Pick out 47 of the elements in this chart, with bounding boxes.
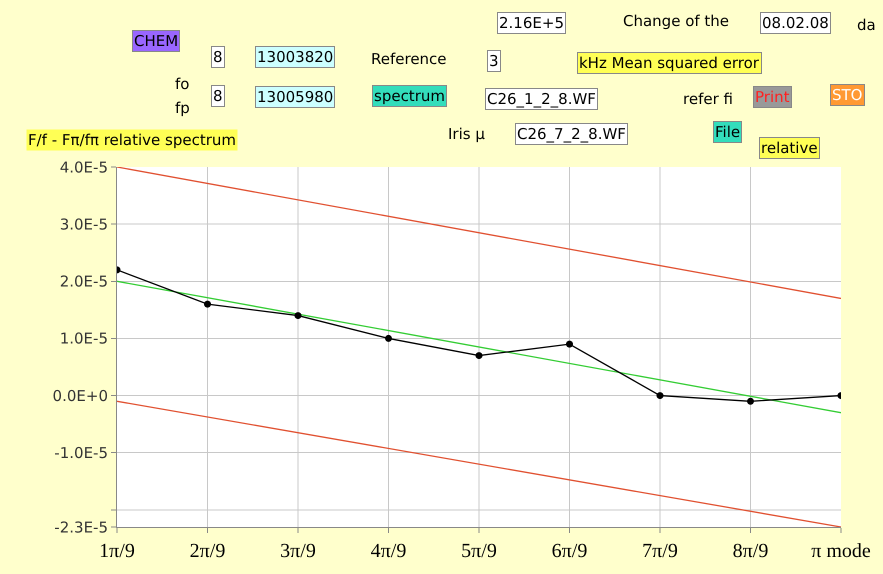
point: [385, 334, 392, 342]
x-tick-label: 1π/9: [99, 540, 135, 562]
text: fo: [175, 75, 190, 93]
text: 8: [213, 87, 223, 105]
x-tick-label: 5π/9: [461, 540, 497, 562]
y-tick-label: 3.0E-5: [60, 215, 108, 234]
y-tick-label: 0.0E+0: [52, 386, 108, 405]
text: relative: [761, 139, 818, 157]
text: spectrum: [374, 87, 445, 105]
x-tick-label: 6π/9: [552, 540, 588, 562]
point: [476, 352, 482, 360]
y-tick-label: 4.0E-5: [60, 158, 108, 176]
x-tick-label: 8π/9: [732, 540, 768, 562]
x-tick-label: 7π/9: [642, 540, 678, 562]
text: C26_7_2_8.WF: [517, 125, 626, 143]
text: Change of the: [623, 12, 730, 30]
y-tick-label: 2.0E-5: [60, 272, 108, 291]
x-tick-label: π mode: [811, 540, 871, 562]
point: [294, 312, 302, 320]
point: [747, 398, 754, 405]
point: [204, 300, 211, 308]
text: da: [857, 16, 876, 34]
text: Print: [755, 88, 790, 106]
x-tick-label: 2π/9: [190, 540, 226, 562]
text: 8: [213, 48, 223, 66]
chart-title: F/f - Fπ/fπ relative spectrum: [28, 131, 236, 149]
text: 08.02.08: [762, 14, 829, 32]
text: C26_1_2_8.WF: [487, 90, 596, 108]
y-tick-label: -1.0E-5: [54, 444, 108, 462]
text: fp: [175, 99, 190, 117]
y-tick-label: -2.3E-5: [54, 518, 108, 536]
text: 13005980: [257, 88, 334, 106]
text: refer fi: [683, 90, 733, 108]
text: kHz Mean squared error: [579, 54, 760, 72]
text: File: [715, 123, 740, 141]
x-tick-label: 3π/9: [280, 540, 316, 562]
text: STO: [832, 86, 862, 104]
text: Iris μ: [448, 125, 486, 143]
y-tick-label: 1.0E-5: [60, 330, 108, 348]
text: 13003820: [257, 48, 334, 66]
text: Reference: [371, 50, 447, 68]
text: 3: [489, 52, 499, 70]
point: [566, 340, 573, 348]
x-tick-label: 4π/9: [370, 540, 406, 562]
point: [656, 392, 664, 400]
text: 2.16E+5: [499, 14, 564, 32]
text: CHEM: [134, 32, 178, 50]
